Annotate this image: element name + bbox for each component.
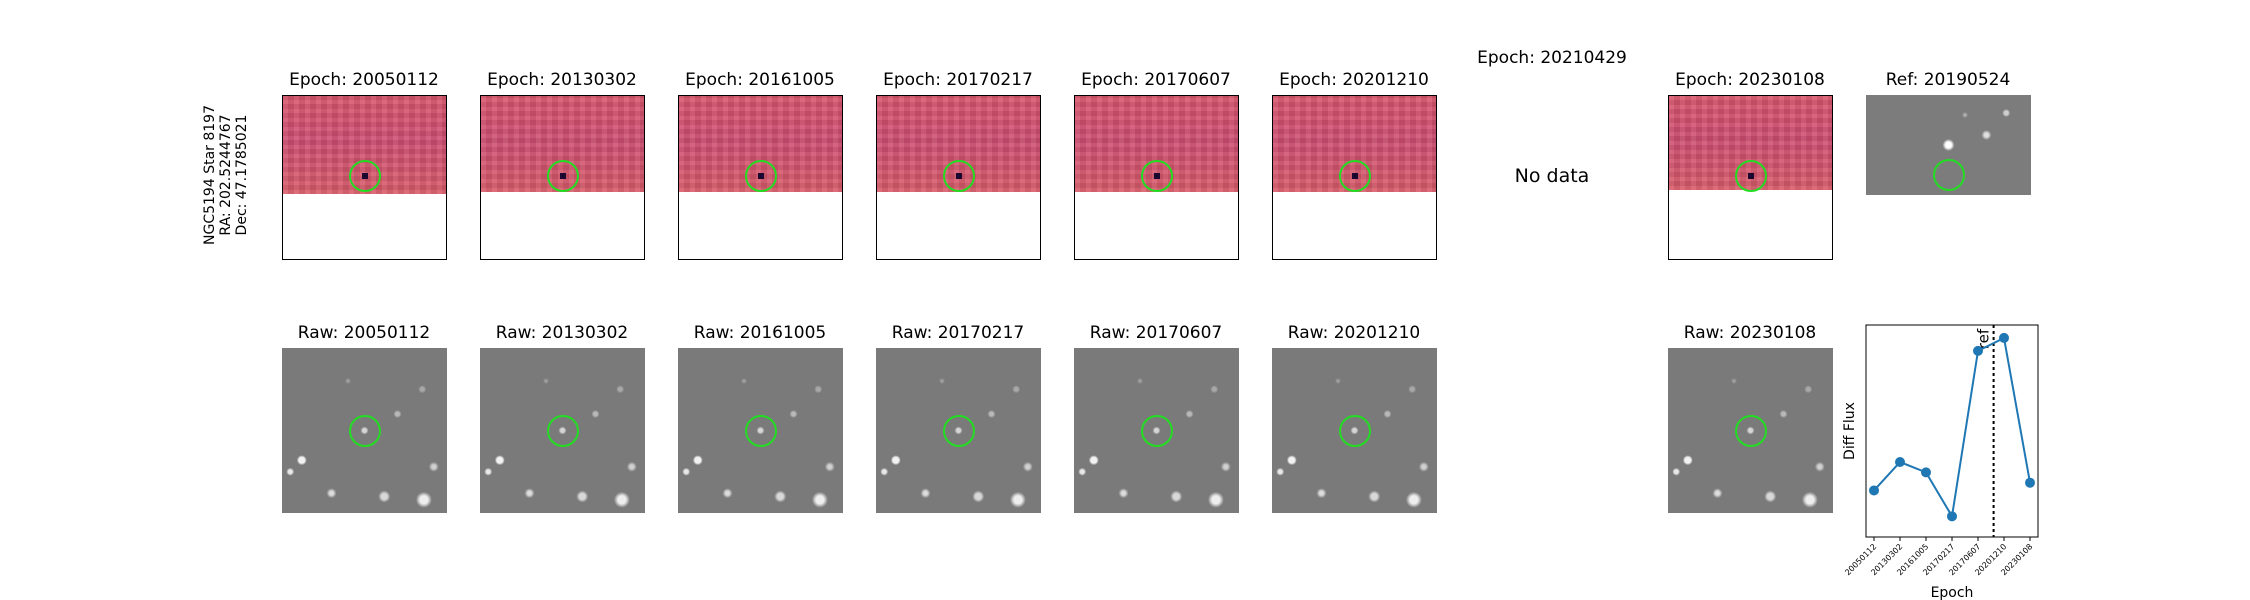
- raw-panel-20161005: [678, 348, 843, 513]
- raw-title-4: Raw: 20170217: [891, 323, 1025, 343]
- epoch-title-7: Epoch: 20210429: [1477, 48, 1627, 68]
- raw-title-7: Raw: 20230108: [1683, 323, 1817, 343]
- raw-panel-20050112: [282, 348, 447, 513]
- diff-panel-20130302: [480, 95, 645, 260]
- raw-panel-20201210: [1272, 348, 1437, 513]
- raw-title-2: Raw: 20130302: [495, 323, 629, 343]
- data-point: [1869, 485, 1879, 496]
- data-point: [2025, 477, 2035, 488]
- x-tick-label: 20170217: [1921, 542, 1956, 577]
- ref-title: Ref: 20190524: [1885, 70, 2011, 90]
- x-tick-label: 20050112: [1843, 542, 1878, 577]
- chart-frame: [1865, 324, 2039, 538]
- raw-panel-20170607: [1074, 348, 1239, 513]
- x-tick-label: 20230108: [1999, 542, 2034, 577]
- ref-panel: [1866, 95, 2031, 260]
- epoch-title-3: Epoch: 20161005: [685, 70, 835, 90]
- target-circle: [1140, 414, 1173, 447]
- diff-panel-20201210: [1272, 95, 1437, 260]
- data-point: [1895, 457, 1905, 468]
- raw-panel-20130302: [480, 348, 645, 513]
- target-circle: [348, 414, 381, 447]
- epoch-title-4: Epoch: 20170217: [883, 70, 1033, 90]
- diff-panel-20170217: [876, 95, 1041, 260]
- raw-title-3: Raw: 20161005: [693, 323, 827, 343]
- diff-panel-20161005: [678, 95, 843, 260]
- epoch-title-1: Epoch: 20050112: [289, 70, 439, 90]
- series-line: [1873, 336, 2031, 520]
- raw-title-5: Raw: 20170607: [1089, 323, 1223, 343]
- target-label: NGC5194 Star 8197 RA: 202.5244767 Dec: 4…: [202, 105, 250, 245]
- raw-panel-20230108: [1668, 348, 1833, 513]
- raw-title-1: Raw: 20050112: [297, 323, 431, 343]
- target-circle: [942, 160, 975, 192]
- epoch-title-2: Epoch: 20130302: [487, 70, 637, 90]
- ref-label: ref: [1975, 328, 1993, 349]
- ref-image: [1866, 95, 2031, 195]
- x-tick-label: 20170607: [1947, 542, 1982, 577]
- target-circle: [1932, 159, 1965, 191]
- epoch-title-8: Epoch: 20230108: [1675, 70, 1825, 90]
- target-circle: [348, 160, 381, 192]
- target-circle: [1338, 414, 1371, 447]
- target-circle: [1140, 160, 1173, 192]
- y-axis-label: Diff Flux: [1842, 402, 1858, 460]
- target-circle: [546, 414, 579, 447]
- x-tick-label: 20161005: [1895, 542, 1930, 577]
- no-data-label: No data: [1514, 165, 1590, 187]
- data-point: [1999, 332, 2009, 343]
- target-circle: [744, 160, 777, 192]
- data-point: [1921, 467, 1931, 478]
- target-dec: Dec: 47.1785021: [234, 114, 250, 236]
- x-axis-label: Epoch: [1931, 585, 1974, 600]
- target-name: NGC5194 Star 8197: [202, 105, 218, 245]
- chart-ticks: 2005011220130302201610052017021720170607…: [1843, 537, 2034, 577]
- raw-title-6: Raw: 20201210: [1287, 323, 1421, 343]
- target-circle: [1734, 414, 1767, 447]
- data-point: [1947, 511, 1957, 522]
- target-circle: [1338, 160, 1371, 192]
- diff-panel-20050112: [282, 95, 447, 260]
- target-ra: RA: 202.5244767: [218, 114, 234, 236]
- epoch-title-5: Epoch: 20170607: [1081, 70, 1231, 90]
- x-tick-label: 20201210: [1973, 542, 2008, 577]
- data-point: [1973, 345, 1983, 356]
- target-circle: [942, 414, 975, 447]
- x-tick-label: 20130302: [1869, 542, 1904, 577]
- target-circle: [546, 160, 579, 192]
- diff-panel-20170607: [1074, 95, 1239, 260]
- epoch-title-6: Epoch: 20201210: [1279, 70, 1429, 90]
- target-circle: [1734, 160, 1767, 192]
- series-points: [1869, 332, 2035, 522]
- diff-panel-20230108: [1668, 95, 1833, 260]
- target-circle: [744, 414, 777, 447]
- raw-panel-20170217: [876, 348, 1041, 513]
